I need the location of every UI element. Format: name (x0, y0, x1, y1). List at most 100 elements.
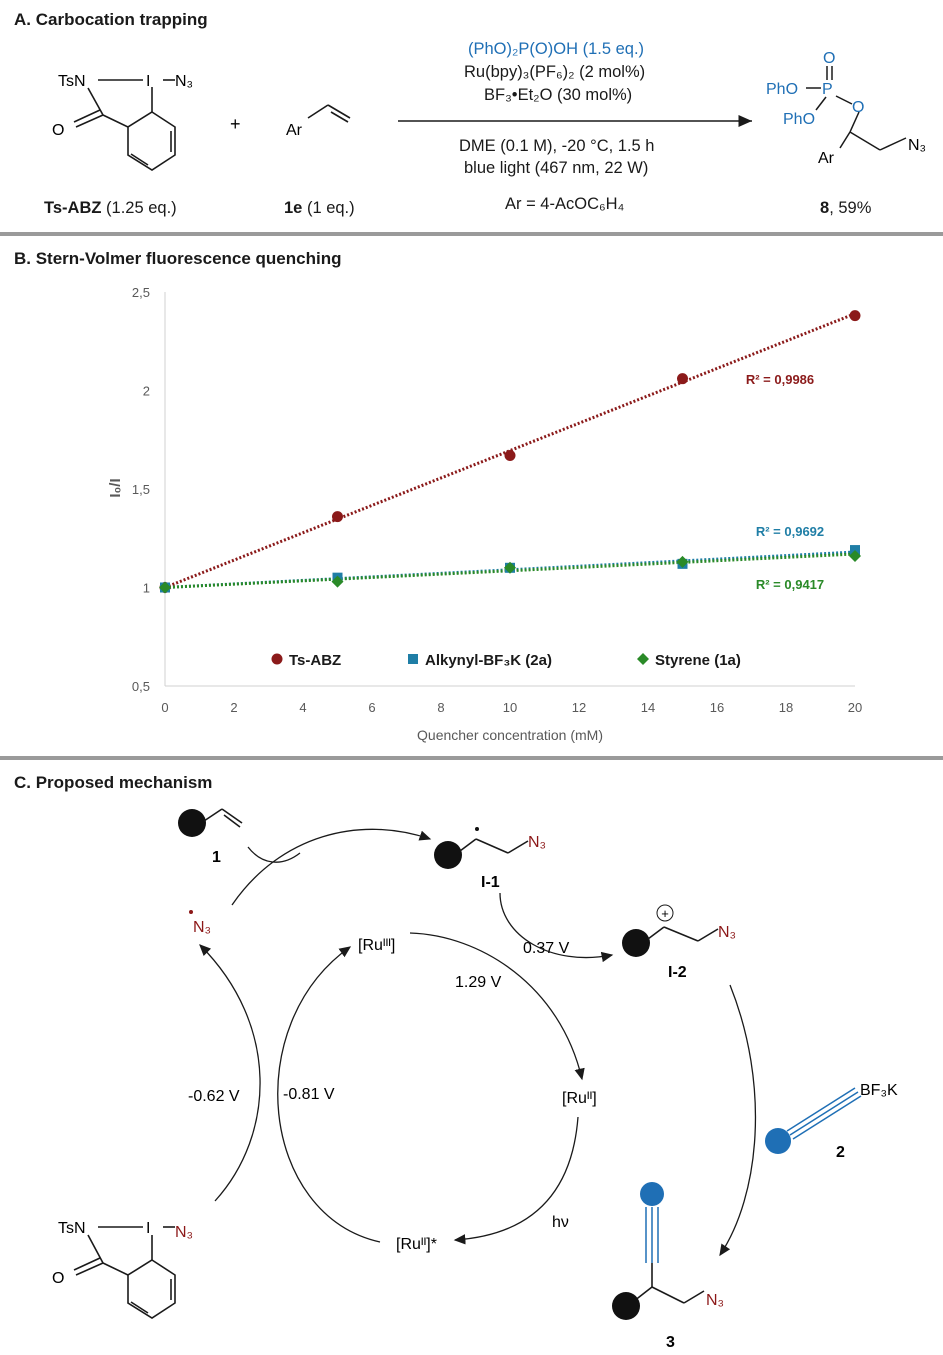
atom-n3-product: N₃ (908, 137, 926, 154)
y-tick-label: 2 (143, 384, 150, 399)
data-point-s2 (331, 575, 344, 588)
y-tick-label: 1 (143, 581, 150, 596)
ts-abz-label: Ts-ABZ (1.25 eq.) (44, 199, 177, 218)
legend-marker-1 (408, 654, 418, 664)
divider-a (0, 232, 943, 236)
i2-n3: N₃ (718, 924, 736, 941)
ru2-label: [Ruᴵᴵ] (562, 1090, 597, 1107)
n3-radical: N₃ (193, 919, 211, 936)
x-tick-label: 16 (710, 700, 724, 715)
reagent-line-3: BF₃•Et₂O (30 mol%) (484, 86, 633, 104)
arrow-ru2star-to-ru3 (277, 946, 381, 1243)
legend-marker-0 (271, 653, 283, 665)
atom-o-top: O (823, 50, 835, 67)
divider-b (0, 756, 943, 760)
condition-line-2: blue light (467 nm, 22 W) (464, 159, 649, 177)
data-point-s0 (677, 373, 688, 385)
ts-abz-mechanism-structure (73, 1226, 176, 1319)
atom-i: I (146, 73, 150, 90)
product-structure (806, 66, 907, 151)
x-tick-label: 12 (572, 700, 586, 715)
product-label-bold: 8 (820, 199, 830, 217)
product-3-alkyne-ball (640, 1182, 664, 1206)
ts-abz-label-rest: (1.25 eq.) (101, 199, 177, 217)
atom-pho2: PhO (783, 111, 815, 128)
data-point-s0 (332, 511, 343, 523)
substrate-1-ball (178, 809, 206, 837)
styrene-label-rest: (1 eq.) (302, 199, 355, 217)
data-point-s0 (504, 450, 516, 462)
ts-abz-label-bold: Ts-ABZ (44, 199, 102, 217)
x-tick-label: 10 (503, 700, 517, 715)
atom-n3: N₃ (175, 73, 193, 90)
label-3: 3 (666, 1334, 675, 1351)
ru2-star-label: [Ruᴵᴵ]* (396, 1236, 437, 1253)
ts-abz-structure (73, 79, 176, 171)
y-tick-label: 0,5 (132, 679, 150, 694)
i2-ball (622, 929, 650, 957)
atom-tsn: TsN (58, 73, 86, 90)
atom-ar-product: Ar (818, 150, 835, 167)
atom-o: O (52, 122, 64, 139)
potential-081: -0.81 V (283, 1086, 335, 1103)
mechanism-diagram: 1 N₃ N₃ I-1 + N₃ I-2 [Ruᴵᴵᴵ] [Ruᴵᴵ] [Ruᴵ… (52, 808, 898, 1351)
data-point-s2 (159, 581, 171, 594)
legend-marker-2 (637, 653, 649, 665)
arrow-n3-to-i1 (231, 828, 432, 906)
label-i1: I-1 (481, 874, 500, 891)
arrow-ru3-to-ru2 (409, 932, 585, 1081)
potential-037: 0.37 V (523, 940, 570, 957)
arrow-i2-to-3 (719, 984, 757, 1257)
panel-c-title: C. Proposed mechanism (14, 773, 213, 792)
y-axis-label: I₀/I (107, 478, 124, 497)
arrow-ru2-to-ru2star (453, 1116, 579, 1245)
label-i2: I-2 (668, 964, 687, 981)
cation-plus: + (661, 906, 669, 921)
i1-ball (434, 841, 462, 869)
legend-label-0: Ts-ABZ (289, 652, 341, 669)
ar-definition: Ar = 4-AcOC₆H₄ (505, 195, 625, 213)
styrene-label-bold: 1e (284, 199, 303, 217)
atom-o-ester: O (852, 99, 864, 116)
x-tick-label: 2 (230, 700, 237, 715)
atom-ar: Ar (286, 122, 303, 139)
ru3-label: [Ruᴵᴵᴵ] (358, 937, 395, 954)
y-tick-label: 2,5 (132, 285, 150, 300)
i1-n3: N₃ (528, 834, 546, 851)
potential-129: 1.29 V (455, 974, 502, 991)
arrow-i1-to-i2 (499, 892, 614, 963)
x-tick-label: 0 (161, 700, 168, 715)
bf3k-label: BF₃K (860, 1082, 898, 1099)
alkyne-2-ball (765, 1128, 791, 1154)
hv-label: hν (552, 1214, 569, 1231)
cation-circle (656, 904, 674, 922)
radical-dot-n3 (189, 910, 193, 914)
x-axis-label: Quencher concentration (mM) (417, 727, 603, 743)
reagent-line-1: (PhO)₂P(O)OH (1.5 eq.) (468, 40, 645, 58)
styrene-label: 1e (1 eq.) (284, 199, 355, 218)
y-tick-label: 1,5 (132, 482, 150, 497)
x-tick-label: 18 (779, 700, 793, 715)
legend-label-2: Styrene (1a) (655, 652, 741, 669)
arrow-styrene-join (247, 846, 301, 863)
mech-atom-i: I (146, 1220, 150, 1237)
x-tick-label: 14 (641, 700, 655, 715)
mech-atom-tsn: TsN (58, 1220, 86, 1237)
r2-label-2: R² = 0,9417 (756, 577, 824, 592)
data-point-s0 (849, 310, 861, 322)
x-tick-label: 20 (848, 700, 862, 715)
product-3-n3: N₃ (706, 1292, 724, 1309)
radical-dot-i1 (475, 827, 479, 831)
plus-sign: + (230, 114, 241, 134)
styrene-structure (307, 104, 351, 123)
data-point-s2 (504, 561, 516, 574)
x-tick-label: 4 (299, 700, 306, 715)
data-point-s2 (676, 555, 689, 568)
potential-062: -0.62 V (188, 1088, 240, 1105)
label-1: 1 (212, 849, 221, 866)
mech-atom-o: O (52, 1270, 64, 1287)
atom-p: P (822, 81, 833, 98)
legend-label-1: Alkynyl-BF₃K (2a) (425, 652, 552, 669)
x-tick-label: 8 (437, 700, 444, 715)
product-label: 8, 59% (820, 199, 871, 218)
